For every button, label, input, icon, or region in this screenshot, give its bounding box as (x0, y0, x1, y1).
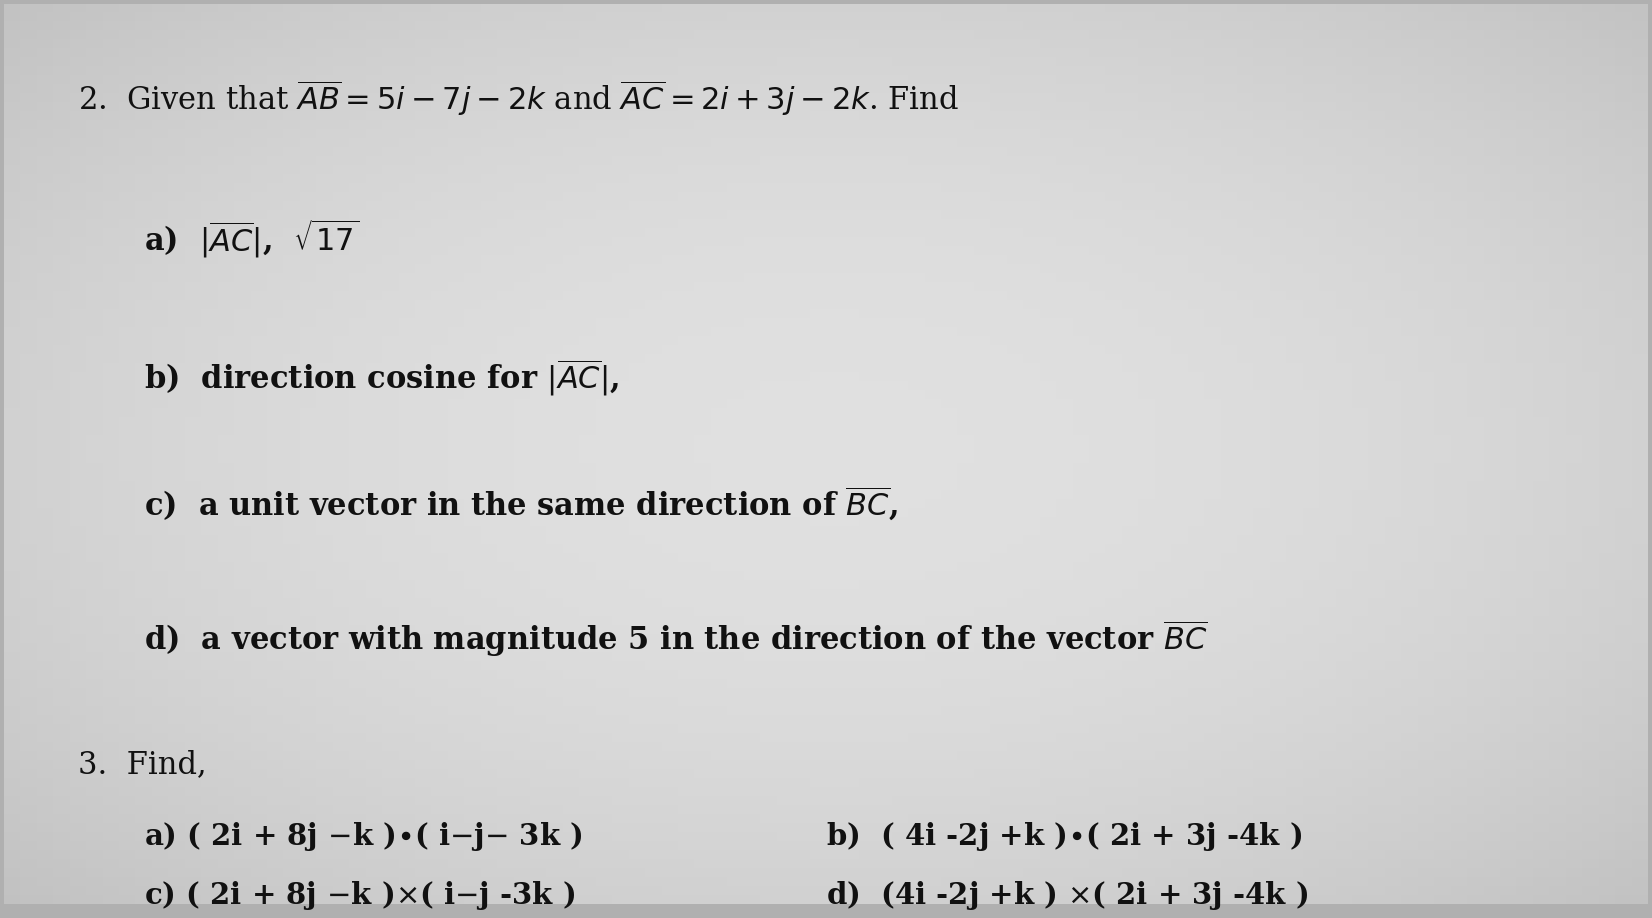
Text: d)  (4i -2j +k ) $\times$( 2i + 3j -4k ): d) (4i -2j +k ) $\times$( 2i + 3j -4k ) (826, 879, 1308, 912)
Text: a)  $|\overline{AC}|$,  $\sqrt{17}$: a) $|\overline{AC}|$, $\sqrt{17}$ (144, 217, 360, 260)
Text: d)  a vector with magnitude 5 in the direction of the vector $\overline{BC}$: d) a vector with magnitude 5 in the dire… (144, 619, 1208, 659)
Text: 2.  Given that $\overline{AB}=5i-7j-2k$ and $\overline{AC}=2i+3j-2k$. Find: 2. Given that $\overline{AB}=5i-7j-2k$ a… (78, 79, 958, 118)
Text: c) ( 2i + 8j $-$k )$\times$( i$-$j -3k ): c) ( 2i + 8j $-$k )$\times$( i$-$j -3k ) (144, 879, 575, 912)
Text: 3.  Find,: 3. Find, (78, 749, 206, 780)
Text: b)  direction cosine for $|\overline{AC}|$,: b) direction cosine for $|\overline{AC}|… (144, 357, 620, 398)
Text: a) ( 2i + 8j $-$k )$\bullet$( i$-$j$-$ 3k ): a) ( 2i + 8j $-$k )$\bullet$( i$-$j$-$ 3… (144, 821, 583, 854)
Text: c)  a unit vector in the same direction of $\overline{BC}$,: c) a unit vector in the same direction o… (144, 485, 897, 523)
Text: b)  ( 4i -2j +k )$\bullet$( 2i + 3j -4k ): b) ( 4i -2j +k )$\bullet$( 2i + 3j -4k ) (826, 821, 1302, 854)
